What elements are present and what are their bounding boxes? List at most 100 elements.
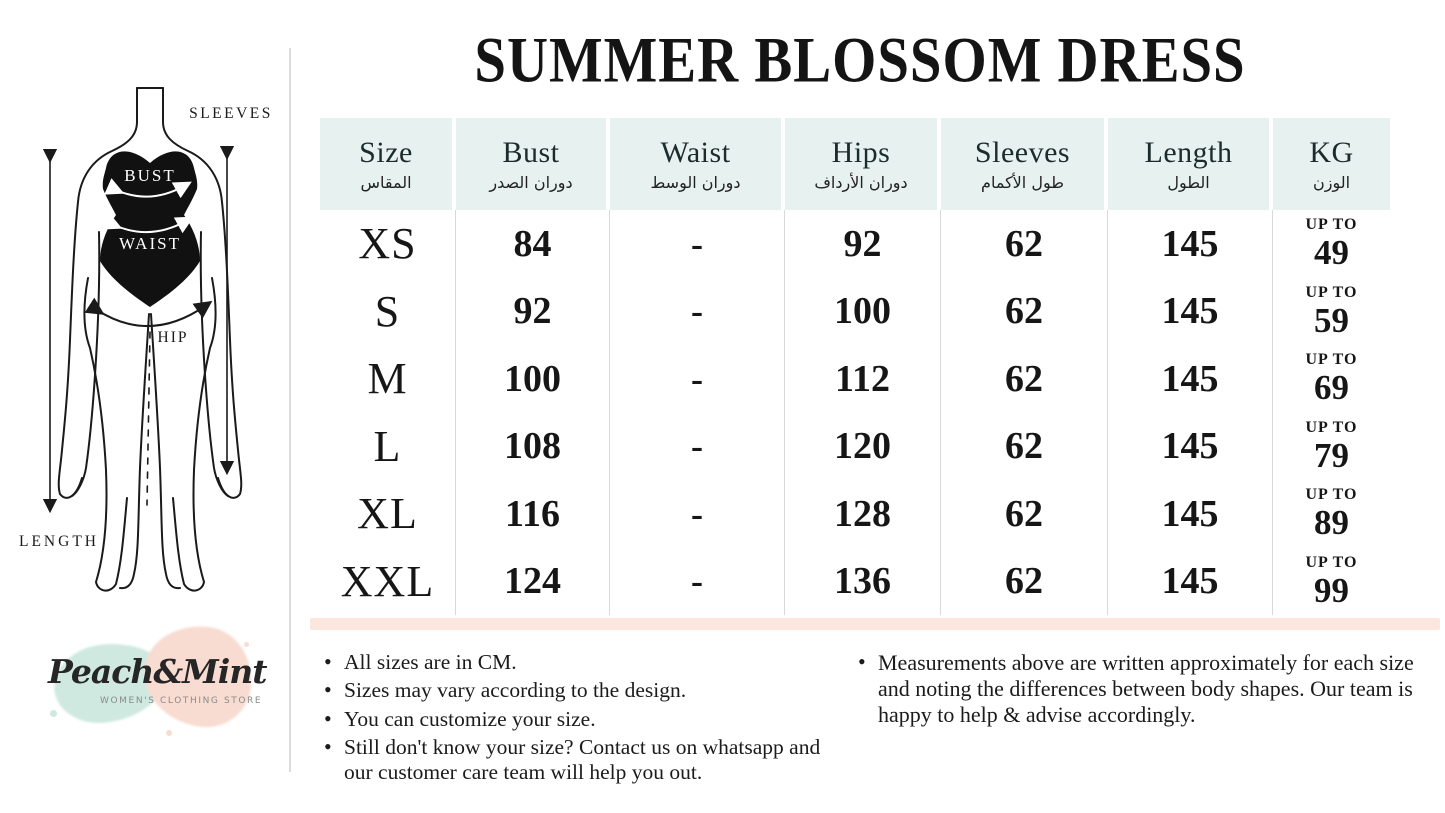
note-item: Still don't know your size? Contact us o… xyxy=(322,734,822,786)
brand-name: Peach&Mint xyxy=(48,652,268,691)
waist-cell: - xyxy=(610,345,785,413)
size-cell: XS xyxy=(320,210,456,278)
bust-cell: 116 xyxy=(456,480,610,548)
kg-prefix: UP TO xyxy=(1305,418,1358,436)
hips-cell: 136 xyxy=(785,547,941,615)
column-header-hips: Hips دوران الأرداف xyxy=(785,118,941,210)
kg-cell: UP TO 69 xyxy=(1273,345,1390,413)
kg-value: 49 xyxy=(1314,233,1349,273)
waist-cell: - xyxy=(610,412,785,480)
length-cell: 145 xyxy=(1108,412,1273,480)
waist-cell: - xyxy=(610,210,785,278)
hips-cell: 120 xyxy=(785,412,941,480)
hips-cell: 100 xyxy=(785,277,941,345)
column-label-en: Waist xyxy=(660,135,731,169)
note-item: Measurements above are written approxima… xyxy=(856,649,1441,728)
notes-right: Measurements above are written approxima… xyxy=(856,649,1441,731)
brand-subtitle: WOMEN'S CLOTHING STORE xyxy=(100,696,263,706)
length-cell: 145 xyxy=(1108,547,1273,615)
size-cell: S xyxy=(320,277,456,345)
kg-prefix: UP TO xyxy=(1305,486,1358,504)
length-cell: 145 xyxy=(1108,480,1273,548)
page-title: SUMMER BLOSSOM DRESS xyxy=(474,23,1246,96)
column-label-en: Sleeves xyxy=(974,135,1071,169)
column-label-ar: المقاس xyxy=(360,172,412,192)
bust-cell: 108 xyxy=(456,412,610,480)
size-cell: XL xyxy=(320,480,456,548)
length-cell: 145 xyxy=(1108,210,1273,278)
logo-splatter-dot xyxy=(50,710,57,717)
size-cell: M xyxy=(320,345,456,413)
notes-left: All sizes are in CM. Sizes may vary acco… xyxy=(322,649,822,789)
body-measurement-diagram: SLEEVES BUST WAIST HIP LENGTH xyxy=(19,87,273,592)
bust-cell: 124 xyxy=(456,547,610,615)
column-header-waist: Waist دوران الوسط xyxy=(610,118,785,210)
bust-cell: 92 xyxy=(456,277,610,345)
bust-label: BUST xyxy=(124,166,175,185)
sleeves-cell: 62 xyxy=(941,210,1108,278)
kg-cell: UP TO 99 xyxy=(1273,548,1390,616)
column-header-length: Length الطول xyxy=(1108,118,1273,210)
figure-outline xyxy=(57,87,243,592)
length-cell: 145 xyxy=(1108,345,1273,413)
size-table-body: XS 84 - 92 62 145 UP TO 49 S 92 - 100 62… xyxy=(320,210,1390,615)
column-label-en: Bust xyxy=(502,135,560,169)
kg-cell: UP TO 59 xyxy=(1273,278,1390,346)
vertical-divider xyxy=(289,48,291,772)
waist-label: WAIST xyxy=(119,234,181,253)
hip-arrow xyxy=(84,297,213,327)
sleeves-cell: 62 xyxy=(941,345,1108,413)
column-label-ar: دوران الأرداف xyxy=(814,172,908,192)
kg-value: 69 xyxy=(1314,368,1349,408)
sleeves-cell: 62 xyxy=(941,277,1108,345)
column-label-en: Hips xyxy=(831,135,891,169)
logo-splatter-dot xyxy=(166,730,172,736)
column-header-sleeves: Sleeves طول الأكمام xyxy=(941,118,1108,210)
sleeves-cell: 62 xyxy=(941,412,1108,480)
column-header-bust: Bust دوران الصدر xyxy=(456,118,610,210)
accent-band xyxy=(310,618,1440,630)
size-table: Size المقاس Bust دوران الصدر Waist دوران… xyxy=(320,118,1390,615)
hip-label: HIP xyxy=(158,329,189,346)
column-label-ar: الوزن xyxy=(1312,172,1351,192)
hips-cell: 112 xyxy=(785,345,941,413)
waist-arrow xyxy=(102,213,194,234)
column-label-ar: طول الأكمام xyxy=(981,172,1064,192)
logo-splatter-dot xyxy=(244,642,249,647)
note-item: Sizes may vary according to the design. xyxy=(322,677,822,703)
kg-cell: UP TO 79 xyxy=(1273,413,1390,481)
waist-cell: - xyxy=(610,480,785,548)
brand-logo: Peach&Mint WOMEN'S CLOTHING STORE xyxy=(48,618,268,747)
waist-cell: - xyxy=(610,277,785,345)
column-header-kg: KG الوزن xyxy=(1273,118,1390,210)
kg-value: 59 xyxy=(1314,300,1349,340)
kg-prefix: UP TO xyxy=(1305,351,1358,369)
sleeves-cell: 62 xyxy=(941,480,1108,548)
sleeves-label: SLEEVES xyxy=(189,105,273,122)
note-item: You can customize your size. xyxy=(322,706,822,732)
size-cell: XXL xyxy=(320,547,456,615)
column-label-en: Length xyxy=(1144,135,1233,169)
length-label: LENGTH xyxy=(19,533,99,550)
kg-value: 89 xyxy=(1314,503,1349,543)
column-label-en: KG xyxy=(1309,135,1354,169)
sleeves-cell: 62 xyxy=(941,547,1108,615)
kg-value: 99 xyxy=(1314,570,1349,610)
hips-cell: 92 xyxy=(785,210,941,278)
hips-cell: 128 xyxy=(785,480,941,548)
waist-cell: - xyxy=(610,547,785,615)
bust-cell: 84 xyxy=(456,210,610,278)
kg-prefix: UP TO xyxy=(1305,553,1358,571)
column-header-size: Size المقاس xyxy=(320,118,456,210)
length-cell: 145 xyxy=(1108,277,1273,345)
column-label-ar: الطول xyxy=(1167,172,1210,192)
kg-prefix: UP TO xyxy=(1305,283,1358,301)
bust-arrow xyxy=(104,178,192,199)
note-item: All sizes are in CM. xyxy=(322,649,822,675)
column-label-en: Size xyxy=(359,135,413,169)
bust-cell: 100 xyxy=(456,345,610,413)
column-label-ar: دوران الوسط xyxy=(650,172,741,192)
kg-cell: UP TO 89 xyxy=(1273,480,1390,548)
kg-value: 79 xyxy=(1314,435,1349,475)
